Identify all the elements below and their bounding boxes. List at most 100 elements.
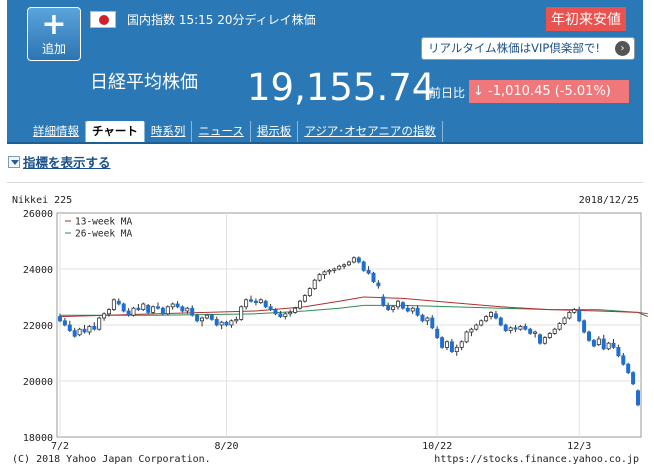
candle-body — [636, 390, 641, 406]
vip-link-label: リアルタイム株価はVIP倶楽部で! — [428, 41, 600, 55]
plus-icon: + — [41, 7, 67, 42]
candle-body — [102, 313, 107, 319]
candle-body — [488, 312, 493, 318]
market-subline: 国内指数 15:15 20分ディレイ株価 — [127, 13, 316, 27]
candle-body — [263, 300, 268, 308]
candle-body — [454, 346, 459, 352]
candle-body — [356, 257, 361, 263]
candle-body — [244, 299, 249, 308]
candle-body — [562, 317, 567, 324]
candle-body — [376, 282, 381, 287]
candle-body — [425, 317, 430, 322]
candle-body — [327, 270, 332, 273]
legend-label: 13-week MA — [75, 217, 132, 228]
candle-body — [391, 306, 396, 311]
index-name: 日経平均株価 — [90, 72, 198, 93]
candle-body — [258, 299, 263, 304]
candle-body — [288, 312, 293, 315]
candle-body — [400, 302, 405, 309]
tab-3[interactable]: ニュース — [192, 121, 251, 142]
vip-club-link[interactable]: リアルタイム株価はVIP倶楽部で! › — [421, 37, 635, 60]
candle-body — [146, 305, 151, 313]
x-tick-label: 7/2 — [51, 441, 69, 452]
candle-body — [239, 306, 244, 320]
copyright: (C) 2018 Yahoo Japan Corporation. — [12, 454, 211, 465]
candle-body — [185, 307, 190, 312]
candle-body — [498, 317, 503, 326]
candle-body — [58, 316, 63, 322]
x-tick-label: 10/22 — [422, 441, 452, 452]
candle-body — [415, 307, 420, 316]
add-button-label: 追加 — [41, 42, 66, 56]
japan-flag-icon — [90, 11, 116, 28]
candle-body — [322, 271, 327, 276]
candle-body — [180, 306, 185, 312]
candle-body — [332, 268, 337, 271]
candle-body — [253, 300, 258, 303]
tab-4[interactable]: 掲示板 — [251, 121, 299, 142]
show-indicators-toggle[interactable]: 指標を表示する — [8, 152, 111, 171]
candle-body — [474, 324, 479, 330]
candle-body — [361, 261, 366, 271]
candle-body — [219, 321, 224, 326]
candle-body — [126, 310, 131, 316]
candle-body — [444, 341, 449, 348]
nikkei-chart: 18000 20000 22000 24000 26000 7/2 8/20 10/22 12/… — [12, 195, 648, 465]
chevron-down-icon — [8, 156, 20, 168]
candle-body — [346, 261, 351, 266]
candle-body — [131, 307, 136, 316]
candle-body — [283, 313, 288, 318]
candle-body — [214, 318, 219, 326]
candle-body — [542, 337, 547, 344]
candle-body — [464, 331, 469, 343]
candle-body — [175, 303, 180, 308]
show-indicators-label: 指標を表示する — [23, 155, 111, 170]
x-tick-label: 8/20 — [214, 441, 238, 452]
candle-body — [528, 328, 533, 334]
candle-body — [136, 307, 141, 310]
candle-body — [151, 306, 156, 313]
candle-body — [72, 330, 77, 337]
candle-body — [107, 309, 112, 315]
candle-body — [234, 318, 239, 322]
candle-body — [611, 342, 616, 348]
candle-body — [405, 307, 410, 312]
candle-body — [229, 320, 234, 326]
y-tick-label: 18000 — [23, 433, 53, 444]
chart-title: Nikkei 225 — [12, 195, 72, 206]
price-change: ↓ -1,010.45 (-5.01%) — [469, 80, 629, 103]
candle-body — [386, 305, 391, 311]
candle-body — [572, 309, 577, 313]
chevron-right-icon: › — [615, 41, 630, 56]
candle-body — [87, 325, 92, 333]
candle-body — [557, 323, 562, 330]
candle-body — [601, 338, 606, 350]
candle-body — [337, 265, 342, 270]
ma13-line — [59, 296, 648, 318]
candle-body — [435, 328, 440, 338]
legend-label: 26-week MA — [75, 229, 132, 240]
candle-body — [479, 320, 484, 326]
candle-body — [591, 339, 596, 347]
tab-0[interactable]: 詳細情報 — [27, 121, 86, 142]
candle-body — [449, 341, 454, 353]
candle-body — [248, 299, 253, 302]
tab-5[interactable]: アジア･オセアニアの指数 — [298, 121, 443, 142]
candle-body — [204, 314, 209, 319]
candle-body — [67, 324, 72, 331]
candle-body — [533, 331, 538, 334]
chart-date: 2018/12/25 — [579, 195, 639, 206]
quote-tabs: 詳細情報 チャート 時系列 ニュース 掲示板 アジア･オセアニアの指数 — [27, 121, 443, 142]
candle-body — [518, 325, 523, 330]
tab-2[interactable]: 時系列 — [145, 121, 193, 142]
y-tick-label: 22000 — [23, 321, 53, 332]
candle-body — [92, 325, 97, 330]
candle-body — [552, 328, 557, 334]
candle-body — [293, 307, 298, 313]
tab-1[interactable]: チャート — [86, 121, 145, 142]
add-to-portfolio-button[interactable]: + 追加 — [27, 7, 81, 61]
candle-body — [513, 327, 518, 330]
candle-body — [278, 313, 283, 318]
candle-body — [567, 312, 572, 319]
candle-body — [160, 307, 165, 315]
